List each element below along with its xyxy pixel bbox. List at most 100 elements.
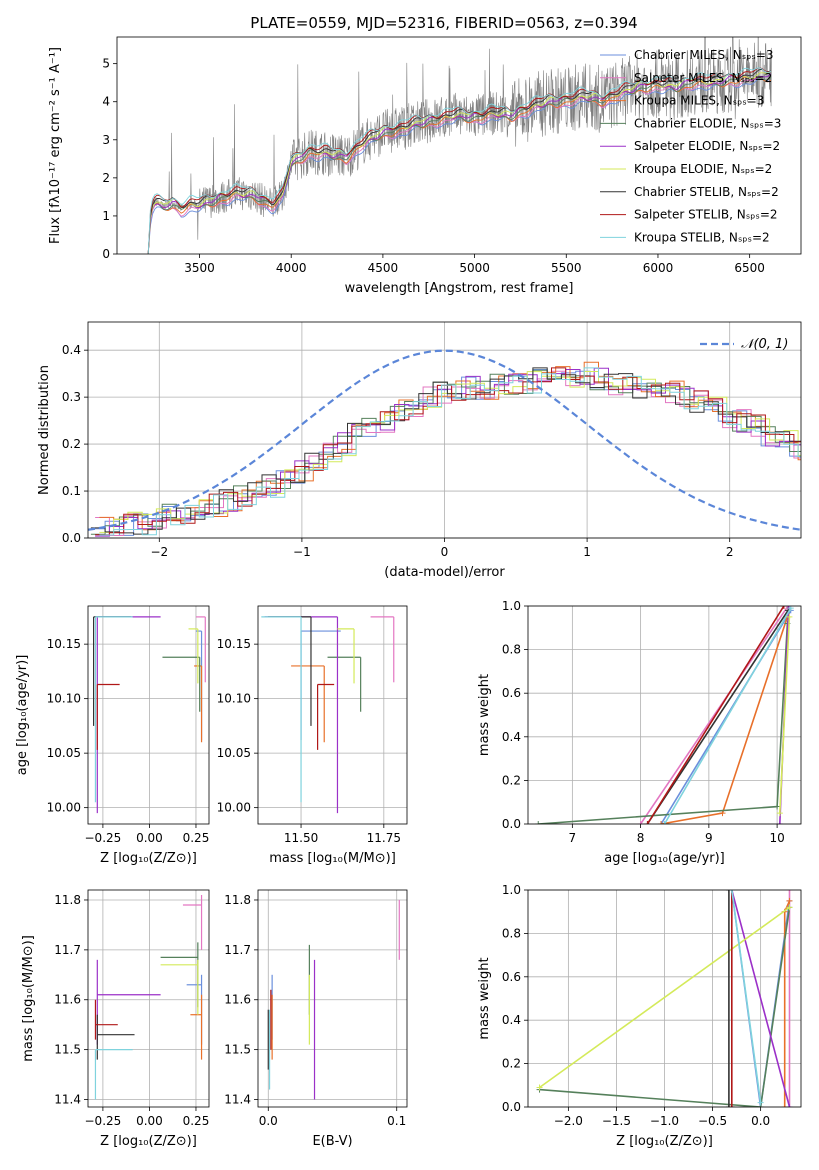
x-tick-label: 11.75 (367, 831, 401, 845)
x-tick-label: 3500 (184, 261, 215, 275)
spectrum-plot-area (147, 37, 772, 254)
y-axis-label: Normed distribution (37, 365, 52, 495)
legend-label: Chabrier MILES, Nₛₚₛ=3 (634, 48, 774, 62)
y-tick-label: 0.6 (502, 686, 521, 700)
errorbar-plot-area (261, 616, 395, 814)
weight-marker-kroupa_elodie (776, 810, 783, 817)
weight-marker-kroupa_elodie (536, 1084, 543, 1091)
legend-label: Chabrier ELODIE, Nₛₚₛ=3 (634, 116, 781, 130)
y-tick-label: 11.8 (54, 893, 81, 907)
weight-line-chabrier_elodie (539, 907, 791, 1107)
histogram-salpeter_stelib (95, 367, 801, 536)
y-tick-label: 0.1 (62, 484, 81, 498)
x-tick-label: 10 (769, 831, 784, 845)
x-tick-label: 1 (583, 545, 591, 559)
y-tick-label: 10.00 (217, 801, 251, 815)
x-axis-label: wavelength [Angstrom, rest frame] (345, 281, 574, 296)
y-tick-label: 4 (102, 95, 110, 109)
weight-marker-kroupa_elodie (786, 904, 793, 911)
x-tick-label: 0.0 (259, 1114, 278, 1128)
histogram-kroupa_stelib (99, 367, 801, 536)
y-tick-label: 0.0 (502, 1100, 521, 1114)
y-tick-label: 10.15 (217, 637, 251, 651)
weight-line-kroupa_elodie (779, 616, 791, 814)
y-tick-label: 11.5 (224, 1043, 251, 1057)
plot-frame (87, 889, 210, 1108)
weight-marker-kroupa_miles (786, 897, 793, 904)
weight-marker-kroupa_stelib (661, 821, 668, 824)
weight-marker-kroupa_stelib (728, 890, 735, 893)
x-tick-label: −1 (293, 545, 311, 559)
x-axis-label: E(B-V) (312, 1134, 352, 1149)
histogram-plot-area (88, 349, 801, 537)
weight-line-chabrier_elodie (538, 623, 789, 824)
y-tick-label: 0.2 (62, 437, 81, 451)
weight-plot-area (536, 890, 793, 1107)
weight-plot-area (535, 606, 794, 824)
legend-label: Salpeter STELIB, Nₛₚₛ=2 (634, 208, 778, 222)
spectrum-title: PLATE=0559, MJD=52316, FIBERID=0563, z=0… (250, 14, 637, 32)
weight-marker-salpeter_elodie (776, 821, 783, 824)
x-axis-label: Z [log₁₀(Z/Z⊙)] (100, 851, 197, 866)
x-tick-label: 0.1 (387, 1114, 406, 1128)
plot-frame (257, 889, 408, 1108)
y-tick-label: 0.2 (502, 773, 521, 787)
legend-label: Kroupa STELIB, Nₛₚₛ=2 (634, 230, 770, 244)
histogram-chabrier_stelib (90, 367, 801, 535)
x-tick-label: 0.00 (136, 1114, 163, 1128)
histogram-chabrier_elodie (90, 369, 801, 535)
x-tick-label: 0.00 (136, 831, 163, 845)
text-layer: 3500 4000 4500 5000 5500 6000 6500 0 1 2 3 4 5 wavele… (15, 47, 788, 1149)
y-tick-label: 11.7 (224, 943, 251, 957)
normal-curve (88, 349, 801, 531)
y-tick-label: 0.4 (62, 343, 81, 357)
y-tick-label: 0.4 (502, 1013, 521, 1027)
y-tick-label: 0.4 (502, 730, 521, 744)
weight-line-salpeter_miles (639, 606, 789, 824)
plot-frame (527, 605, 802, 825)
y-tick-label: 0.6 (502, 970, 521, 984)
y-tick-label: 10.05 (217, 746, 251, 760)
errorbar-plot-area (94, 894, 203, 1100)
x-tick-label: 11.50 (284, 831, 318, 845)
weight-line-chabrier_stelib (646, 609, 789, 824)
x-tick-label: 2 (726, 545, 734, 559)
y-tick-label: 0.0 (502, 817, 521, 831)
x-tick-label: 7 (569, 831, 577, 845)
y-tick-label: 10.15 (47, 637, 81, 651)
x-tick-label: 4000 (276, 261, 307, 275)
x-tick-label: −0.25 (85, 831, 122, 845)
weight-line-salpeter_elodie (731, 890, 791, 1107)
x-axis-label: mass [log₁₀(M/M⊙)] (269, 851, 396, 866)
legend-label: Salpeter MILES, Nₛₚₛ=2 (634, 71, 772, 85)
legend-label: Chabrier STELIB, Nₛₚₛ=2 (634, 185, 779, 199)
weight-marker-salpeter_miles (786, 890, 793, 893)
y-tick-label: 11.5 (54, 1043, 81, 1057)
weight-line-salpeter_stelib (646, 606, 785, 824)
y-tick-label: 10.00 (47, 801, 81, 815)
weight-line-kroupa_stelib (731, 890, 762, 1103)
histogram-chabrier_miles (90, 369, 801, 536)
grid-layer (88, 322, 801, 1108)
legend-label: Kroupa MILES, Nₛₚₛ=3 (634, 94, 764, 108)
y-tick-label: 1 (102, 209, 110, 223)
weight-marker-salpeter_stelib (644, 821, 651, 824)
plot-frame (116, 36, 802, 255)
plot-frame (87, 321, 802, 539)
y-tick-label: 1.0 (502, 599, 521, 613)
y-tick-label: 11.8 (224, 893, 251, 907)
plot-frame (527, 889, 802, 1108)
x-tick-label: 6500 (734, 261, 765, 275)
weight-line-kroupa_elodie (539, 906, 790, 1089)
weight-marker-salpeter_miles (637, 821, 644, 824)
legend-label: Salpeter ELODIE, Nₛₚₛ=2 (634, 139, 780, 153)
legend-label: 𝒩(0, 1) (741, 337, 788, 352)
x-tick-label: 8 (637, 831, 645, 845)
x-tick-label: 0 (441, 545, 449, 559)
y-tick-label: 11.6 (54, 993, 81, 1007)
weight-marker-chabrier_elodie (535, 821, 542, 824)
y-tick-label: 11.4 (54, 1093, 81, 1107)
model-spectrum-kroupa_stelib (147, 67, 772, 254)
x-tick-label: −1.5 (602, 1114, 631, 1128)
